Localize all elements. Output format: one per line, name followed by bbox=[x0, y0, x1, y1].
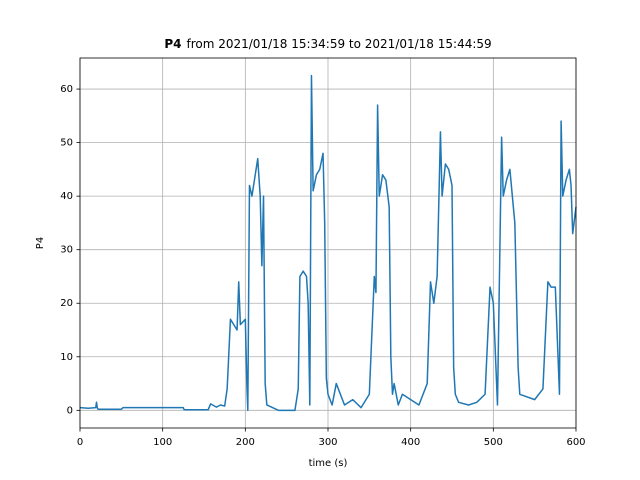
x-tick-label: 400 bbox=[401, 437, 420, 448]
x-tick-label: 500 bbox=[484, 437, 503, 448]
x-tick-label: 0 bbox=[77, 437, 83, 448]
y-tick-label: 10 bbox=[60, 352, 73, 363]
y-tick-label: 30 bbox=[60, 245, 73, 256]
x-tick-label: 300 bbox=[318, 437, 337, 448]
y-tick-label: 40 bbox=[60, 191, 73, 202]
y-tick-label: 60 bbox=[60, 84, 73, 95]
x-tick-label: 600 bbox=[566, 437, 585, 448]
data-line bbox=[79, 74, 577, 412]
y-tick-label: 0 bbox=[67, 405, 73, 416]
y-tick-label: 20 bbox=[60, 298, 73, 309]
y-axis-label: P4 bbox=[35, 237, 46, 249]
y-tick-label: 50 bbox=[60, 138, 73, 149]
x-tick-label: 200 bbox=[236, 437, 255, 448]
title-name: P4 bbox=[164, 37, 181, 51]
plot-frame bbox=[79, 57, 577, 429]
title-range: from 2021/01/18 15:34:59 to 2021/01/18 1… bbox=[186, 37, 491, 51]
x-axis-label: time (s) bbox=[309, 458, 348, 469]
x-tick-label: 100 bbox=[153, 437, 172, 448]
chart-title: P4 from 2021/01/18 15:34:59 to 2021/01/18… bbox=[164, 37, 491, 51]
